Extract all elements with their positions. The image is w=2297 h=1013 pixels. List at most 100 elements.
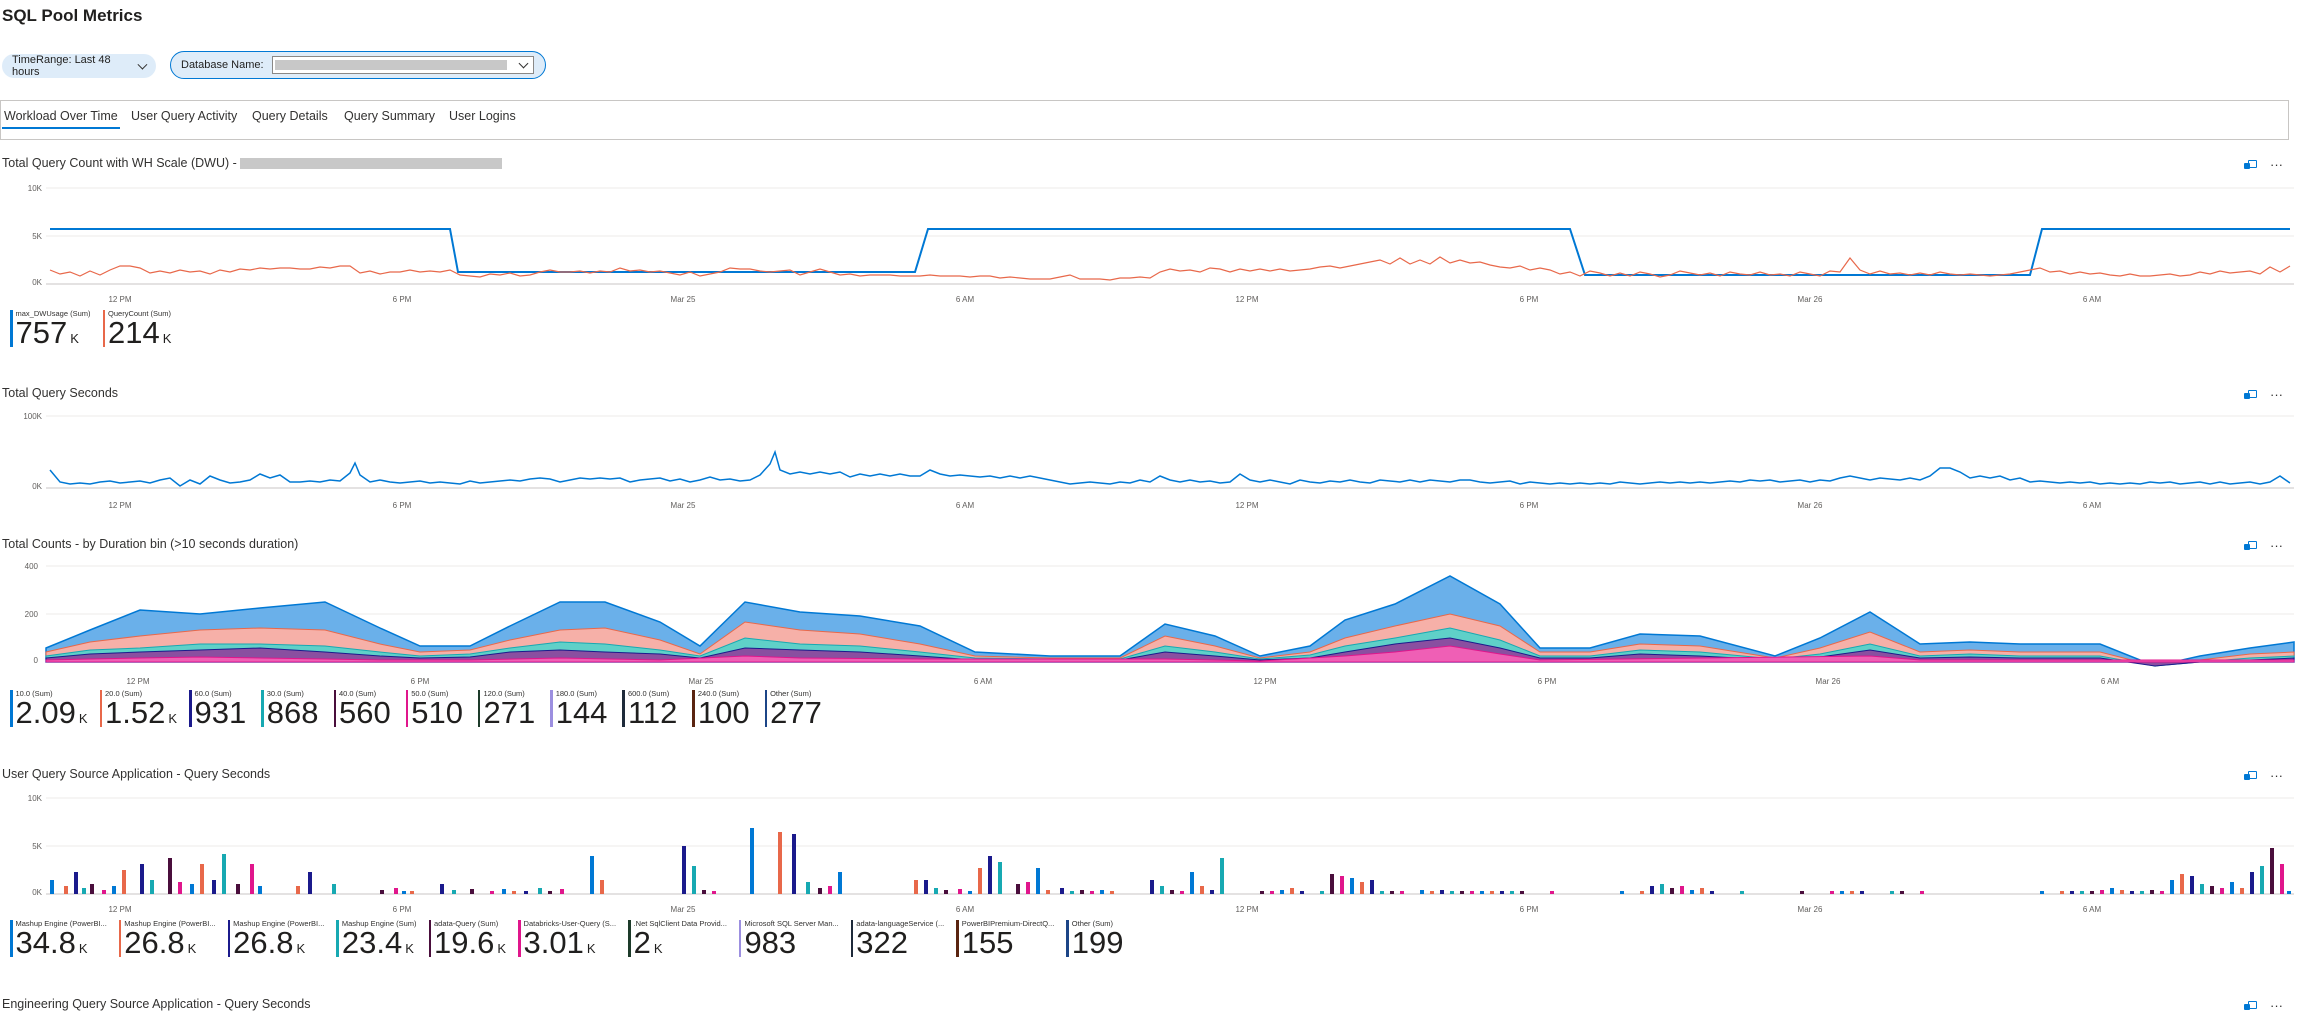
pin-to-dashboard-icon[interactable] <box>2244 540 2257 551</box>
legend-item[interactable]: Mashup Engine (PowerBI... 26.8 K <box>118 920 216 964</box>
legend-number: 214 <box>108 315 160 350</box>
bar <box>150 880 154 894</box>
bar <box>1420 890 1424 894</box>
x-axis-ticks: 12 PM 6 PM Mar 25 6 AM 12 PM 6 PM Mar 26 6 AM <box>108 905 2101 914</box>
legend-item[interactable]: 50.0 (Sum) 510 <box>405 690 466 734</box>
bar <box>1220 858 1224 894</box>
x-tick: Mar 26 <box>1816 677 1841 686</box>
tab-query-summary[interactable]: Query Summary <box>344 109 435 123</box>
redacted-value <box>274 60 507 70</box>
x-tick: 6 AM <box>2083 501 2102 510</box>
bar <box>394 888 398 894</box>
database-dropdown[interactable] <box>271 56 534 74</box>
legend-value: 757 K <box>16 317 91 354</box>
section-toolbar: ··· <box>2244 768 2283 783</box>
legend-name: 180.0 (Sum) <box>555 689 597 698</box>
legend-item[interactable]: Microsoft SQL Server Man... 983 <box>738 920 839 964</box>
bar <box>2140 891 2144 894</box>
legend-item[interactable]: 180.0 (Sum) 144 <box>550 690 610 734</box>
legend-item[interactable]: max_DWUsage (Sum) 757 K <box>10 310 91 354</box>
legend-item[interactable]: .Net SqlClient Data Provid... 2 K <box>628 920 727 964</box>
legend-item[interactable]: adata-languageService (... 322 <box>850 920 944 964</box>
legend-item[interactable]: Mashup Engine (PowerBI... 34.8 K <box>10 920 107 964</box>
more-options-icon[interactable]: ··· <box>2270 998 2283 1013</box>
legend-unit: K <box>653 941 663 956</box>
more-options-icon[interactable]: ··· <box>2270 387 2283 402</box>
legend-color-swatch <box>1066 920 1069 957</box>
legend-name: adata-Query (Sum) <box>434 919 499 928</box>
bar <box>944 890 948 894</box>
bar <box>1330 874 1334 894</box>
more-options-icon[interactable]: ··· <box>2270 157 2283 172</box>
tab-user-query-activity[interactable]: User Query Activity <box>131 109 238 123</box>
tab-workload-over-time[interactable]: Workload Over Time <box>2 107 120 129</box>
bar <box>1500 891 1504 894</box>
legend-item[interactable]: Mashup Engine (Sum) 23.4 K <box>336 920 417 964</box>
legend-number: 931 <box>194 695 247 730</box>
pin-to-dashboard-icon[interactable] <box>2244 389 2257 400</box>
bar <box>1860 891 1864 894</box>
pin-to-dashboard-icon[interactable] <box>2244 1000 2257 1011</box>
legend-item[interactable]: adata-Query (Sum) 19.6 K <box>428 919 506 964</box>
more-options-icon[interactable]: ··· <box>2270 538 2283 553</box>
redacted-title <box>240 158 503 170</box>
y-tick: 5K <box>32 842 42 851</box>
timerange-filter[interactable]: TimeRange: Last 48 hours <box>2 54 156 78</box>
bar <box>1290 888 1294 894</box>
legend-item[interactable]: 30.0 (Sum) 868 <box>261 690 321 734</box>
bar <box>1650 886 1654 894</box>
chart-user-query-source: 10K 5K 0K 12 PM 6 PM Mar 25 6 AM 12 PM 6 PM Ma… <box>28 794 2294 914</box>
pin-to-dashboard-icon[interactable] <box>2244 770 2257 781</box>
bar <box>2110 888 2114 894</box>
bar <box>1670 888 1674 894</box>
bar <box>1080 890 1084 894</box>
legend-number: 2 <box>633 925 651 960</box>
legend-item[interactable]: 240.0 (Sum) 100 <box>692 690 752 734</box>
legend-color-swatch <box>550 690 553 727</box>
bar <box>200 864 204 894</box>
section-toolbar: ··· <box>2244 538 2283 553</box>
legend-item[interactable]: Databricks-User-Query (S... 3.01 K <box>518 920 616 964</box>
x-tick: 6 AM <box>956 501 975 510</box>
bar <box>1046 890 1050 894</box>
legend-item[interactable]: Other (Sum) 199 <box>1066 920 1126 964</box>
legend-color-swatch <box>189 690 192 727</box>
chevron-down-icon <box>518 58 528 69</box>
legend-item[interactable]: 40.0 (Sum) 560 <box>333 690 394 734</box>
legend-item[interactable]: 10.0 (Sum) 2.09 K <box>10 690 88 734</box>
legend-item[interactable]: 600.0 (Sum) 112 <box>622 690 680 734</box>
bar <box>82 888 86 894</box>
legend-color-swatch <box>622 690 625 727</box>
x-tick: 12 PM <box>1253 677 1276 686</box>
y-tick: 0 <box>34 656 39 665</box>
database-filter[interactable]: Database Name: <box>170 51 546 79</box>
tab-user-logins[interactable]: User Logins <box>449 109 516 123</box>
legend-item[interactable]: 20.0 (Sum) 1.52 K <box>99 690 177 734</box>
bar <box>1340 876 1344 894</box>
bar <box>250 864 254 894</box>
pin-to-dashboard-icon[interactable] <box>2244 159 2257 170</box>
legend-item[interactable]: 120.0 (Sum) 271 <box>477 690 538 734</box>
legend-name: PowerBIPremium-DirectQ... <box>961 919 1055 928</box>
bar <box>934 888 938 894</box>
series-line-querycount <box>49 256 2291 281</box>
timerange-label: TimeRange: Last 48 hours <box>12 54 111 78</box>
bar <box>2060 891 2064 894</box>
more-options-icon[interactable]: ··· <box>2270 768 2283 783</box>
legend-value: 26.8 K <box>233 927 324 964</box>
legend-item[interactable]: Other (Sum) 277 <box>764 690 825 734</box>
legend-color-swatch <box>10 310 13 347</box>
legend-unit: K <box>405 941 414 956</box>
bar <box>1320 891 1324 894</box>
section-title-query-count: Total Query Count with WH Scale (DWU) - <box>2 156 503 170</box>
legend-item[interactable]: PowerBIPremium-DirectQ... 155 <box>956 920 1054 964</box>
legend-item[interactable]: QueryCount (Sum) 214 K <box>102 310 171 354</box>
bar <box>74 872 78 894</box>
legend-item[interactable]: Mashup Engine (PowerBI... 26.8 K <box>227 920 324 964</box>
legend-number: 112 <box>627 695 678 730</box>
tab-query-details[interactable]: Query Details <box>252 109 328 123</box>
x-tick: 6 PM <box>393 295 412 304</box>
legend-color-swatch <box>227 920 231 957</box>
legend-item[interactable]: 60.0 (Sum) 931 <box>189 690 249 734</box>
bar <box>2040 891 2044 894</box>
